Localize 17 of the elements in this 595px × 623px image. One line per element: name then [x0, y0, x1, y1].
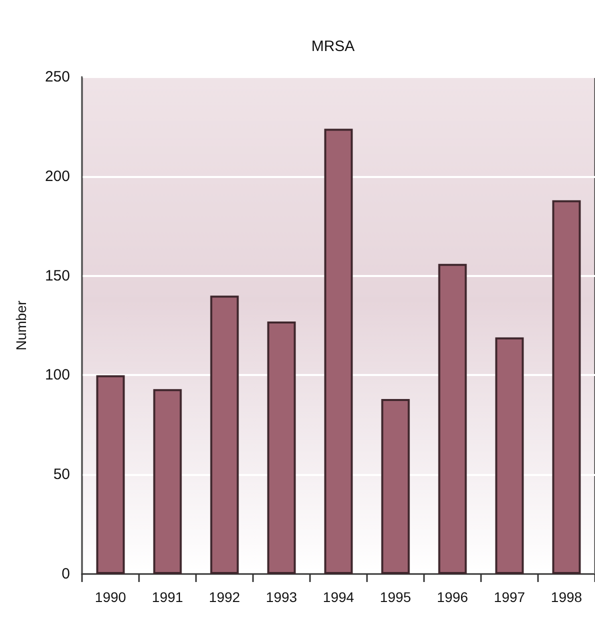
y-axis-title: Number — [13, 300, 29, 350]
x-tick-label: 1990 — [94, 589, 126, 605]
chart-title: MRSA — [311, 38, 355, 55]
x-tick-label: 1993 — [266, 589, 298, 605]
x-tick-label: 1997 — [494, 589, 526, 605]
x-tick-label: 1994 — [322, 589, 354, 605]
y-tick-label: 200 — [44, 168, 70, 185]
x-tick-label: 1995 — [380, 589, 412, 605]
y-tick-label: 250 — [44, 68, 70, 86]
x-tick-label: 1998 — [550, 589, 582, 605]
x-tick-label: 1991 — [152, 589, 184, 605]
x-tick-label: 1996 — [436, 589, 468, 605]
y-tick-label: 50 — [53, 466, 70, 484]
y-tick-label: 150 — [44, 267, 70, 284]
y-tick-label: 100 — [44, 366, 70, 384]
x-tick-label: 1992 — [208, 589, 240, 605]
y-tick-label: 0 — [62, 566, 70, 582]
